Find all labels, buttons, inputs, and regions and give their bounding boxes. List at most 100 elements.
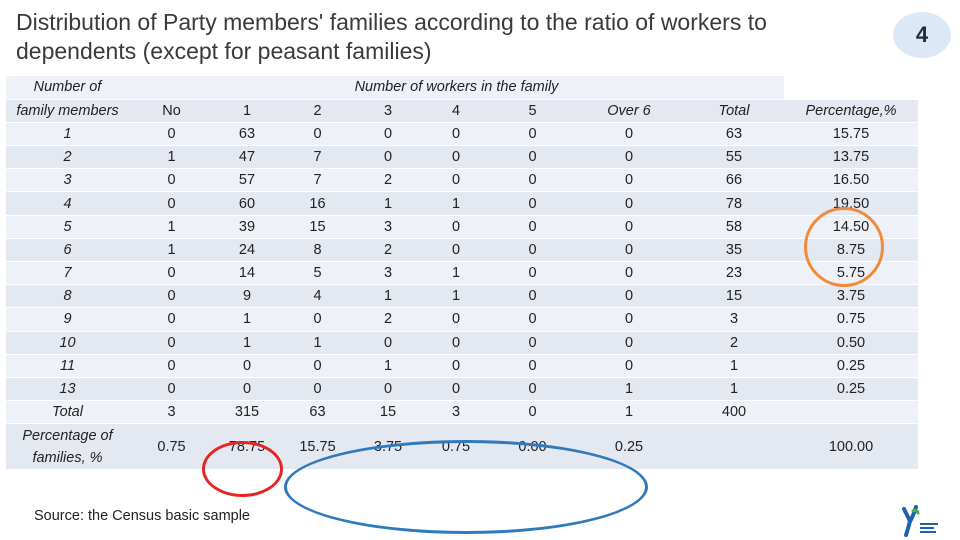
table-cell: 63 [280, 400, 355, 425]
distribution-table: Number of Number of workers in the famil… [6, 76, 918, 471]
table-cell: 0 [421, 307, 491, 332]
column-header: Over 6 [574, 99, 684, 123]
table-cell: 0 [129, 191, 214, 216]
table-cell: 8 [280, 238, 355, 263]
row-label: 3 [6, 168, 129, 193]
table-cell: 0 [355, 145, 421, 170]
table-cell: 1 [574, 400, 684, 425]
table-cell: 47 [214, 145, 280, 170]
table-cell: 0 [421, 331, 491, 355]
table-cell: 0 [491, 122, 574, 147]
table-cell: 0 [574, 191, 684, 216]
slide-title: Distribution of Party members' families … [16, 8, 876, 66]
table-cell: 0 [129, 168, 214, 193]
table-cell: 3 [421, 400, 491, 425]
column-header: Percentage,% [784, 99, 918, 123]
table-cell: 0 [280, 122, 355, 147]
table-cell: 0 [574, 261, 684, 286]
table-row: 3 0 57 7 2 0 0 0 66 16.50 [6, 168, 918, 193]
row-label: 2 [6, 145, 129, 170]
title-line-2: dependents (except for peasant families) [16, 38, 432, 64]
table-cell: 0 [491, 354, 574, 378]
group-header: Number of workers in the family [129, 76, 784, 100]
table-row: 5 1 39 15 3 0 0 0 58 14.50 [6, 215, 918, 239]
table-cell: 0 [421, 215, 491, 239]
row-label: 1 [6, 122, 129, 147]
table-cell: 15.75 [784, 122, 918, 147]
table-cell: 0 [421, 354, 491, 378]
table-cell: 63 [214, 122, 280, 147]
page-number-badge: 4 [893, 12, 951, 58]
column-header: 5 [491, 99, 574, 123]
table-row: 8 0 9 4 1 1 0 0 15 3.75 [6, 284, 918, 309]
column-header: 4 [421, 99, 491, 123]
table-cell: 4 [280, 284, 355, 309]
table-cell: 2 [355, 168, 421, 193]
table-cell: 0 [574, 122, 684, 147]
table-cell: 14.50 [784, 215, 918, 239]
table-cell: 0 [214, 354, 280, 378]
row-label-line: Percentage of [22, 427, 113, 444]
table-cell: 0 [491, 331, 574, 355]
table-cell: 0 [491, 238, 574, 263]
table-cell: 1 [214, 307, 280, 332]
table-cell: 58 [684, 215, 784, 239]
table-cell: 0 [421, 238, 491, 263]
row-label: 8 [6, 284, 129, 309]
row-label: 10 [6, 331, 129, 355]
table-cell: 2 [684, 331, 784, 355]
row-label: 5 [6, 215, 129, 239]
row-label: 6 [6, 238, 129, 263]
table-cell: 0 [574, 284, 684, 309]
table-cell: 1 [684, 354, 784, 378]
table-cell: 5.75 [784, 261, 918, 286]
table-cell: 1 [129, 145, 214, 170]
table-cell: 0 [355, 122, 421, 147]
table-cell: 63 [684, 122, 784, 147]
table-cell: 0.25 [784, 354, 918, 378]
table-row: 13 0 0 0 0 0 0 1 1 0.25 [6, 377, 918, 402]
table-cell: 0 [129, 331, 214, 355]
row-header-label-1: Number of [6, 76, 129, 100]
table-cell: 78 [684, 191, 784, 216]
table-cell: 0 [491, 400, 574, 425]
table-row: 1 0 63 0 0 0 0 0 63 15.75 [6, 122, 918, 147]
table-cell: 3.75 [784, 284, 918, 309]
table-cell: 400 [684, 400, 784, 425]
table-cell: 16.50 [784, 168, 918, 193]
table-cell: 39 [214, 215, 280, 239]
table-cell: 0 [129, 377, 214, 402]
table-cell: 24 [214, 238, 280, 263]
table-cell: 23 [684, 261, 784, 286]
table-cell [684, 423, 784, 471]
table-cell: 1 [129, 238, 214, 263]
percentage-row: Percentage of families, % 0.75 78.75 15.75 3.… [6, 423, 918, 471]
table-cell: 0 [491, 284, 574, 309]
row-label: 13 [6, 377, 129, 402]
table-cell: 9 [214, 284, 280, 309]
table-cell: 1 [421, 191, 491, 216]
column-header: Total [684, 99, 784, 123]
table-cell: 1 [129, 215, 214, 239]
table-cell: 1 [421, 261, 491, 286]
table-cell: 0 [214, 377, 280, 402]
header-row-1: Number of Number of workers in the famil… [6, 76, 918, 100]
source-note: Source: the Census basic sample [34, 508, 250, 524]
table-cell: 0 [355, 331, 421, 355]
table-cell: 66 [684, 168, 784, 193]
table-row: 10 0 1 1 0 0 0 0 2 0.50 [6, 331, 918, 355]
table-cell: 0 [574, 145, 684, 170]
table-cell: 3 [684, 307, 784, 332]
table-row: 2 1 47 7 0 0 0 0 55 13.75 [6, 145, 918, 170]
table-cell: 0 [129, 122, 214, 147]
table-cell: 1 [684, 377, 784, 402]
table-cell: 0 [280, 307, 355, 332]
column-header: No [129, 99, 214, 123]
table-cell: 1 [355, 354, 421, 378]
row-header-label-2: family members [6, 99, 129, 123]
header-row-2: family members No 1 2 3 4 5 Over 6 Total… [6, 99, 918, 123]
table-cell: 0.75 [784, 307, 918, 332]
table-cell: 0 [421, 377, 491, 402]
table-cell: 55 [684, 145, 784, 170]
table-cell: 16 [280, 191, 355, 216]
